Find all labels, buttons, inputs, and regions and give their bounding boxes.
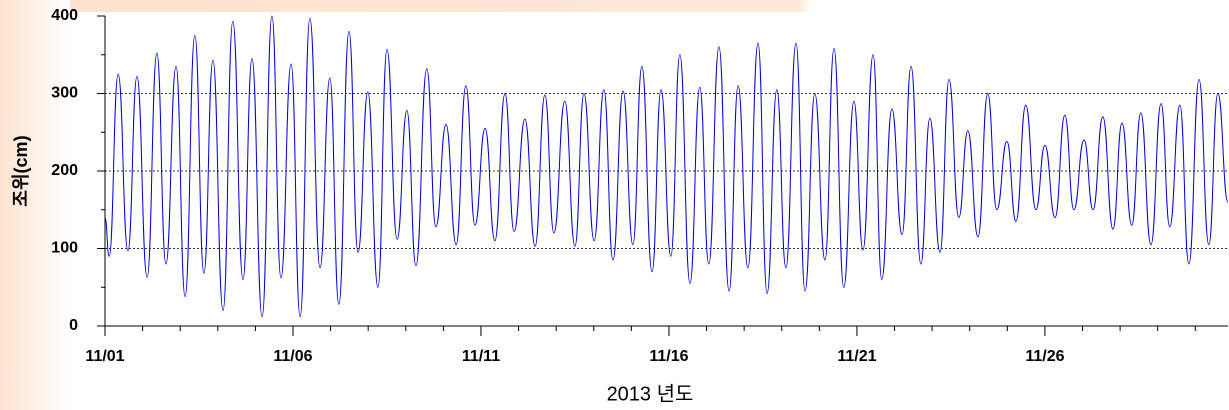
x-tick-label: 11/21 [837,348,876,365]
y-tick-label: 0 [69,317,78,334]
y-tick-label: 400 [51,7,78,24]
y-tick-label: 300 [51,85,78,102]
background-band [0,0,1229,12]
background-band [0,0,70,410]
x-tick-label: 11/16 [649,348,688,365]
tide-line [104,15,1229,318]
x-tick-label: 11/06 [273,348,312,365]
y-tick-label: 100 [51,240,78,257]
x-axis-label: 2013 년도 [607,382,694,405]
y-tick-label: 200 [51,162,78,179]
x-tick-label: 11/26 [1025,348,1064,365]
y-axis-label: 조위(cm) [11,135,31,206]
x-tick-label: 11/11 [462,348,500,365]
x-tick-label: 11/01 [85,348,124,365]
